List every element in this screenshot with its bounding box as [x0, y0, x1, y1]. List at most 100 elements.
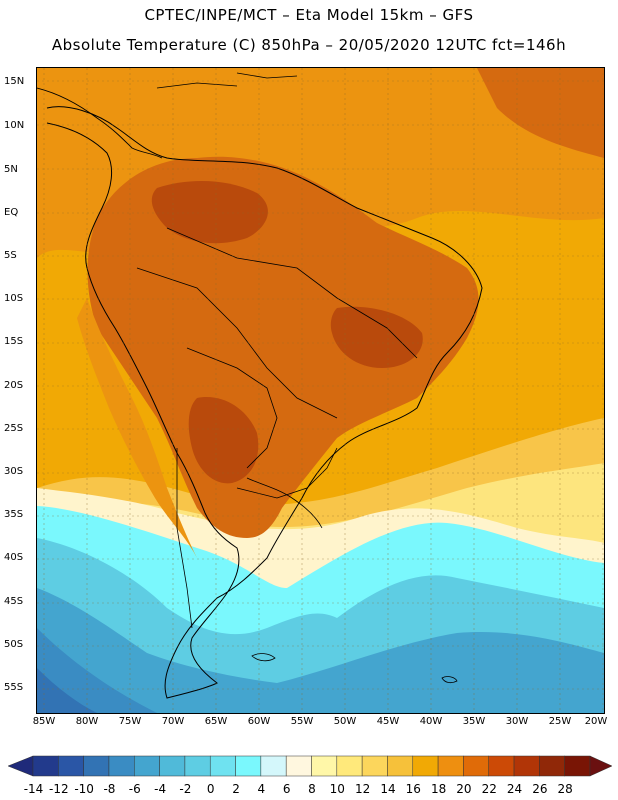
colorbar-tick-label: -14 [23, 782, 44, 796]
continent-hot-zone [87, 156, 479, 538]
map-title-line-1: CPTEC/INPE/MCT – Eta Model 15km – GFS [144, 6, 474, 24]
colorbar-cell [58, 755, 84, 777]
colorbar-cell [412, 755, 439, 777]
colorbar-tick-label: 20 [456, 782, 472, 796]
central-america-coast [37, 87, 163, 159]
lon-label-70w: 70W [161, 716, 185, 727]
colorbar-cell [387, 755, 414, 777]
caribbean-islands-2 [236, 72, 298, 79]
map-title-line-2: Absolute Temperature (C) 850hPa – 20/05/… [51, 36, 567, 54]
colorbar-tick-label: -10 [74, 782, 94, 796]
temp-band-deep-blue [37, 628, 157, 713]
colorbar-tick-label: 14 [380, 782, 396, 796]
colorbar [7, 755, 613, 777]
border-line-chile-argentina [176, 448, 193, 629]
colorbar-cell [285, 755, 312, 777]
lat-label-40s: 40S [4, 552, 24, 563]
lat-label-55s: 55S [4, 682, 24, 693]
lon-label-30w: 30W [505, 716, 529, 727]
border-line-1 [166, 227, 418, 359]
colorbar-cells [7, 755, 613, 777]
colorbar-cell [209, 755, 236, 777]
colorbar-cell [437, 755, 464, 777]
colorbar-cell [108, 755, 135, 777]
colorbar-max-triangle [589, 755, 613, 777]
colorbar-tick-label: 12 [355, 782, 371, 796]
colorbar-cell [564, 755, 591, 777]
colorbar-tick-label: -8 [103, 782, 116, 796]
colorbar-cell [311, 755, 338, 777]
hot-patch-3 [330, 306, 423, 368]
lat-label-15s: 15S [4, 336, 24, 347]
colorbar-cell [134, 755, 160, 777]
south-georgia [441, 676, 458, 684]
colorbar-cell [539, 755, 565, 777]
colorbar-tick-label: 18 [430, 782, 447, 796]
temperature-map-svg [37, 68, 604, 713]
colorbar-cell [361, 755, 388, 777]
colorbar-tick-label: 6 [282, 782, 291, 796]
colorbar-tick-label: 26 [532, 782, 548, 796]
colorbar-tick-label: 28 [557, 782, 573, 796]
colorbar-tick-label: 22 [481, 782, 497, 796]
lon-label-45w: 45W [376, 716, 400, 727]
colorbar-min-triangle [7, 755, 34, 777]
lon-label-55w: 55W [290, 716, 314, 727]
colorbar-cell [83, 755, 110, 777]
continent-coastline [46, 106, 483, 699]
colorbar-tick-label: -6 [128, 782, 141, 796]
colorbar-tick-label: 0 [206, 782, 215, 796]
lon-label-35w: 35W [462, 716, 486, 727]
lat-label-5s: 5S [4, 250, 17, 261]
lat-label-20s: 20S [4, 380, 24, 391]
border-line-uruguay [246, 477, 323, 529]
colorbar-cell [184, 755, 211, 777]
colorbar-tick-label: 10 [329, 782, 345, 796]
border-line-3 [186, 347, 278, 469]
lon-label-80w: 80W [75, 716, 99, 727]
colorbar-cell [235, 755, 262, 777]
lat-label-15n: 15N [4, 76, 25, 87]
lon-label-65w: 65W [204, 716, 228, 727]
andes-cooler-strip [77, 298, 197, 558]
lon-label-85w: 85W [32, 716, 56, 727]
lon-label-75w: 75W [118, 716, 142, 727]
colorbar-tick-label: 2 [232, 782, 240, 796]
hot-patch-2 [188, 397, 259, 484]
colorbar-cell [159, 755, 186, 777]
lat-label-30s: 30S [4, 466, 24, 477]
lat-label-5n: 5N [4, 164, 18, 175]
colorbar-tick-label: -4 [154, 782, 167, 796]
border-line-4 [236, 447, 338, 499]
lon-label-50w: 50W [333, 716, 357, 727]
lon-label-40w: 40W [419, 716, 443, 727]
lat-label-10n: 10N [4, 120, 25, 131]
caribbean-islands [156, 82, 238, 89]
lat-label-45s: 45S [4, 596, 24, 607]
lat-label-eq: EQ [4, 207, 19, 218]
hot-patch-1 [151, 181, 268, 244]
colorbar-cell [336, 755, 363, 777]
colorbar-tick-label: 4 [257, 782, 266, 796]
border-line-2 [136, 267, 338, 419]
temp-band-mid-blue [37, 588, 604, 713]
colorbar-tick-label: 24 [506, 782, 523, 796]
colorbar-cell [513, 755, 540, 777]
colorbar-cell [260, 755, 287, 777]
temp-band-hot-ne [477, 68, 604, 158]
lat-label-25s: 25S [4, 423, 24, 434]
lat-label-35s: 35S [4, 509, 24, 520]
temp-band-deepest-blue [37, 668, 97, 713]
colorbar-cell [488, 755, 515, 777]
lat-label-50s: 50S [4, 639, 24, 650]
lon-label-20w: 20W [584, 716, 608, 727]
lon-label-60w: 60W [247, 716, 271, 727]
lon-label-25w: 25W [548, 716, 572, 727]
colorbar-tick-label: 8 [308, 782, 316, 796]
lat-label-10s: 10S [4, 293, 24, 304]
colorbar-tick-label: 16 [405, 782, 421, 796]
colorbar-tick-label: -12 [49, 782, 69, 796]
colorbar-tick-label: -2 [179, 782, 192, 796]
colorbar-cell [32, 755, 59, 777]
temperature-map [36, 67, 605, 714]
